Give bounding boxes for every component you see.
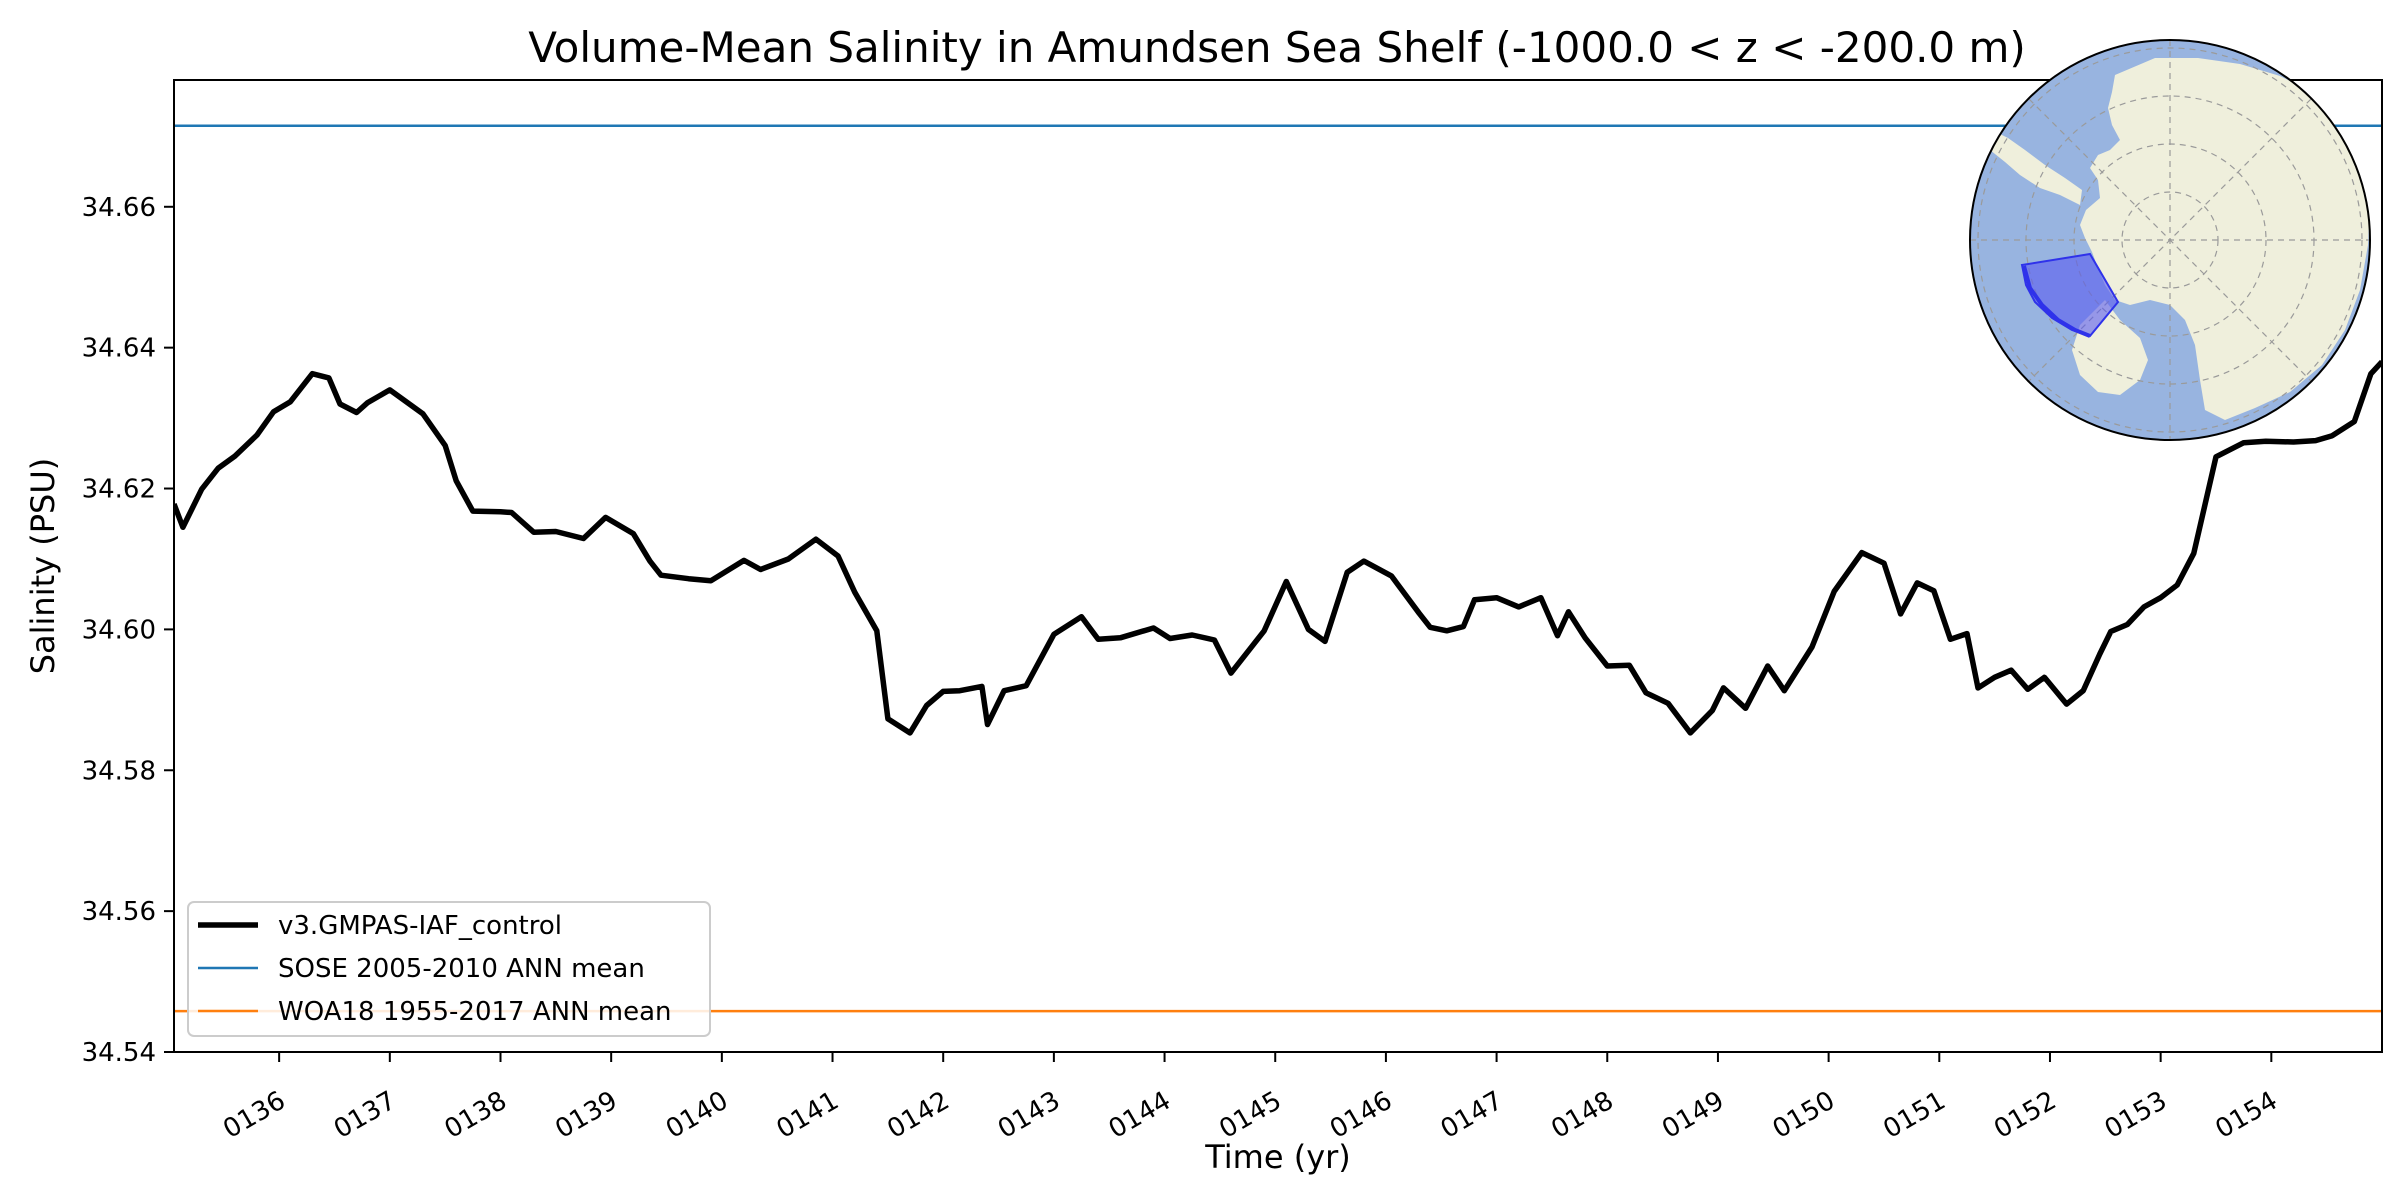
x-tick-label: 0145: [1214, 1086, 1286, 1145]
y-tick-label: 34.60: [82, 615, 156, 645]
x-tick-label: 0136: [218, 1086, 290, 1145]
inset-map-gridlines: [1970, 40, 2370, 440]
x-tick-label: 0137: [329, 1086, 401, 1145]
chart-title: Volume-Mean Salinity in Amundsen Sea She…: [528, 23, 2026, 72]
inset-map-antarctica: [2080, 58, 2370, 420]
y-tick-label: 34.56: [82, 897, 156, 927]
inset-map: [1969, 39, 2371, 441]
x-tick-label: 0141: [772, 1086, 844, 1145]
legend: v3.GMPAS-IAF_control SOSE 2005-2010 ANN m…: [187, 901, 711, 1037]
y-tick-label: 34.58: [82, 756, 156, 786]
legend-label: WOA18 1955-2017 ANN mean: [278, 997, 672, 1027]
legend-label: v3.GMPAS-IAF_control: [278, 911, 562, 941]
plot-frame: [173, 79, 2383, 1053]
x-tick-label: 0139: [550, 1086, 622, 1145]
y-tick-label: 34.66: [82, 193, 156, 223]
inset-map-shelf-outline: [2022, 265, 2091, 338]
y-axis-ticks: 34.54 34.56 34.58 34.60 34.62 34.64 34.66: [82, 193, 174, 1068]
x-axis-label: Time (yr): [1204, 1138, 1351, 1176]
legend-items: v3.GMPAS-IAF_control SOSE 2005-2010 ANN m…: [198, 911, 672, 1027]
x-tick-label: 0142: [882, 1086, 954, 1145]
inset-map-content: [1970, 40, 2370, 440]
y-axis-label: Salinity (PSU): [24, 458, 62, 675]
x-tick-label: 0150: [1768, 1086, 1840, 1145]
inset-map-peninsula: [1985, 130, 2082, 205]
y-tick-label: 34.54: [82, 1038, 156, 1068]
x-axis-ticks: 0136 0137 0138 0139 0140 0141 0142 0143 0144 0145…: [218, 1052, 2283, 1145]
x-tick-label: 0147: [1436, 1086, 1508, 1145]
x-tick-label: 0153: [2100, 1086, 2172, 1145]
y-tick-label: 34.62: [82, 475, 156, 505]
x-tick-label: 0151: [1878, 1086, 1950, 1145]
legend-label: SOSE 2005-2010 ANN mean: [278, 954, 645, 984]
legend-box: [187, 901, 711, 1037]
x-tick-label: 0144: [1104, 1086, 1176, 1145]
x-tick-label: 0146: [1325, 1086, 1397, 1145]
x-tick-label: 0154: [2210, 1086, 2282, 1145]
series-line-v3-gmpas-iaf-control: [174, 359, 2382, 736]
y-tick-label: 34.64: [82, 334, 156, 364]
inset-map-border: [1969, 39, 2371, 441]
x-tick-label: 0148: [1546, 1086, 1618, 1145]
x-tick-label: 0143: [993, 1086, 1065, 1145]
x-tick-label: 0152: [1989, 1086, 2061, 1145]
x-tick-label: 0140: [661, 1086, 733, 1145]
x-tick-label: 0138: [440, 1086, 512, 1145]
x-tick-label: 0149: [1657, 1086, 1729, 1145]
